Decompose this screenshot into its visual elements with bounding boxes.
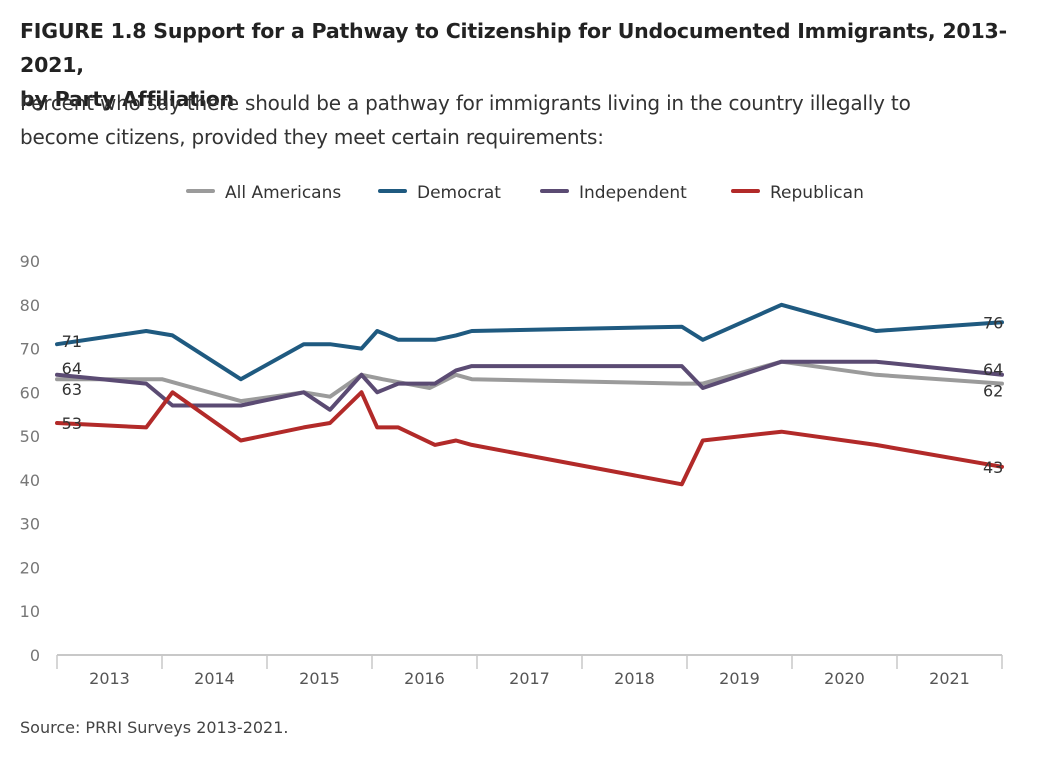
start-value-label: 71	[62, 332, 82, 351]
y-tick-label: 90	[20, 252, 40, 271]
x-tick-label: 2015	[299, 669, 340, 688]
x-tick-label: 2019	[719, 669, 760, 688]
end-value-label: 62	[983, 382, 1003, 401]
x-tick-label: 2016	[404, 669, 445, 688]
start-value-label: 53	[62, 414, 82, 433]
y-tick-label: 20	[20, 558, 40, 577]
legend-label-all-americans: All Americans	[225, 183, 341, 203]
legend-label-independent: Independent	[579, 183, 687, 203]
chart-subtitle-line-2: become citizens, provided they meet cert…	[20, 125, 604, 149]
chart-title-line-1: FIGURE 1.8 Support for a Pathway to Citi…	[20, 19, 1007, 77]
x-tick-label: 2014	[194, 669, 235, 688]
legend-label-democrat: Democrat	[417, 183, 501, 203]
chart-title-line-2: by Party Affiliation	[20, 87, 235, 111]
y-tick-label: 40	[20, 471, 40, 490]
y-tick-label: 30	[20, 515, 40, 534]
series-line-republican	[55, 390, 1004, 487]
end-value-label: 76	[983, 313, 1003, 332]
y-tick-label: 80	[20, 296, 40, 315]
chart-subtitle: Percent who say there should be a pathwa…	[20, 86, 1025, 154]
start-value-label: 64	[62, 359, 82, 378]
y-tick-label: 0	[30, 646, 40, 665]
x-tick-label: 2020	[824, 669, 865, 688]
y-tick-label: 10	[20, 602, 40, 621]
chart-subtitle-line-1: Percent who say there should be a pathwa…	[20, 91, 911, 115]
x-tick-label: 2018	[614, 669, 655, 688]
legend-label-republican: Republican	[770, 183, 864, 203]
x-tick-label: 2017	[509, 669, 550, 688]
series-line-independent	[55, 359, 1004, 412]
end-value-label: 43	[983, 458, 1003, 477]
x-tick-label: 2021	[929, 669, 970, 688]
y-tick-label: 60	[20, 383, 40, 402]
end-value-label: 64	[983, 360, 1003, 379]
start-value-label: 63	[62, 380, 82, 399]
series-line-democrat	[55, 302, 1004, 382]
y-tick-label: 70	[20, 340, 40, 359]
chart-title: FIGURE 1.8 Support for a Pathway to Citi…	[20, 14, 1025, 116]
y-tick-label: 50	[20, 427, 40, 446]
x-tick-label: 2013	[89, 669, 130, 688]
source-note: Source: PRRI Surveys 2013-2021.	[20, 718, 289, 737]
